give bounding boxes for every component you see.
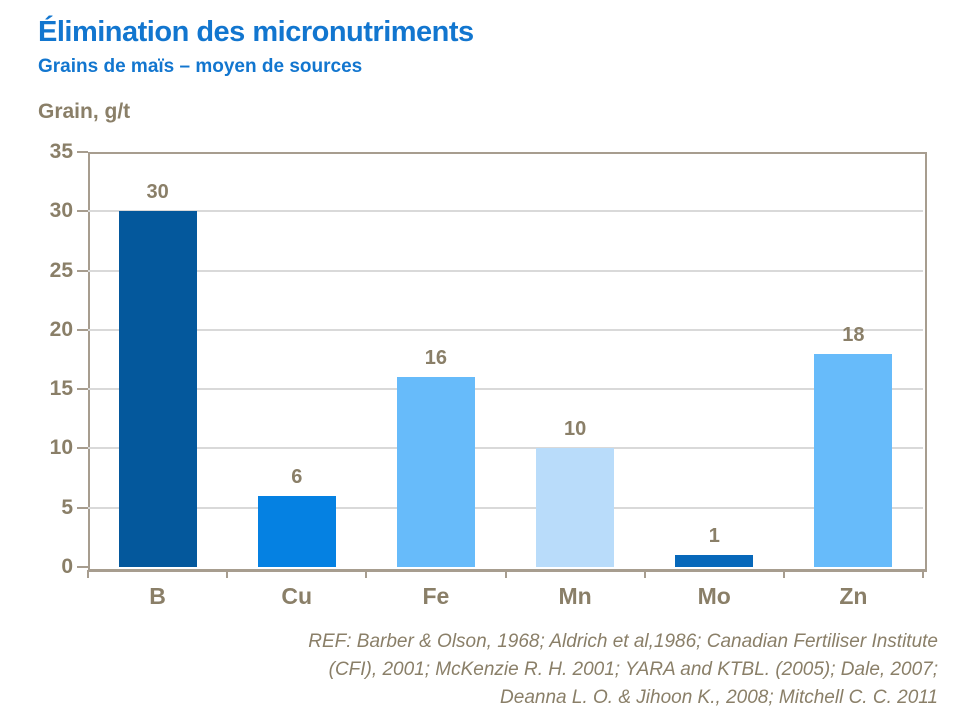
page-title: Élimination des micronutriments [38, 16, 474, 48]
x-tick-label: Mn [558, 583, 592, 609]
x-axis-tick [643, 570, 646, 578]
bar-value-label: 6 [291, 465, 303, 488]
x-axis-tick [87, 570, 89, 578]
x-axis-tick [782, 570, 785, 578]
gridline [88, 447, 923, 450]
x-tick-label: Zn [839, 583, 868, 609]
y-axis-tick [77, 566, 88, 568]
plot-area [88, 152, 927, 572]
gridline [88, 328, 923, 331]
x-axis-tick [504, 570, 507, 578]
gridline [88, 269, 923, 272]
y-axis-tick [77, 151, 88, 153]
bar-Cu [257, 495, 336, 567]
y-tick-label: 10 [49, 436, 73, 460]
bar-value-label: 18 [842, 323, 865, 346]
x-axis-tick [922, 570, 924, 578]
y-axis-tick [77, 447, 88, 450]
y-tick-label: 30 [49, 199, 73, 223]
bar-B [118, 211, 197, 567]
y-tick-label: 20 [49, 317, 73, 341]
bar-Zn [814, 353, 893, 567]
page-subtitle: Grains de maïs – moyen de sources [38, 56, 363, 77]
bar-value-label: 10 [563, 418, 587, 441]
gridline [88, 210, 923, 213]
bar-value-label: 30 [146, 181, 169, 204]
y-axis-tick [77, 269, 88, 272]
bar-Mn [536, 448, 615, 567]
gridline [88, 388, 923, 391]
y-axis-tick [77, 210, 88, 213]
bar-Mo [675, 555, 754, 567]
y-tick-label: 25 [49, 258, 73, 282]
x-tick-label: Mo [697, 583, 731, 609]
gridline [88, 506, 923, 509]
x-axis-tick [226, 570, 229, 578]
y-axis-tick [77, 328, 88, 331]
y-tick-label: 35 [49, 140, 73, 163]
y-axis-tick [77, 388, 88, 391]
x-tick-label: Fe [422, 583, 450, 609]
x-tick-label: B [149, 583, 166, 609]
bar-Fe [396, 377, 475, 567]
bar-value-label: 1 [708, 525, 720, 548]
y-axis-tick [77, 506, 88, 509]
y-tick-label: 0 [61, 555, 73, 578]
y-tick-label: 15 [49, 377, 73, 401]
y-tick-label: 5 [61, 495, 73, 519]
y-axis-title: Grain, g/t [38, 100, 131, 123]
bar-value-label: 16 [424, 347, 448, 370]
x-tick-label: Cu [281, 583, 313, 609]
references-text: REF: Barber & Olson, 1968; Aldrich et al… [308, 631, 938, 708]
x-axis-tick [365, 570, 368, 578]
